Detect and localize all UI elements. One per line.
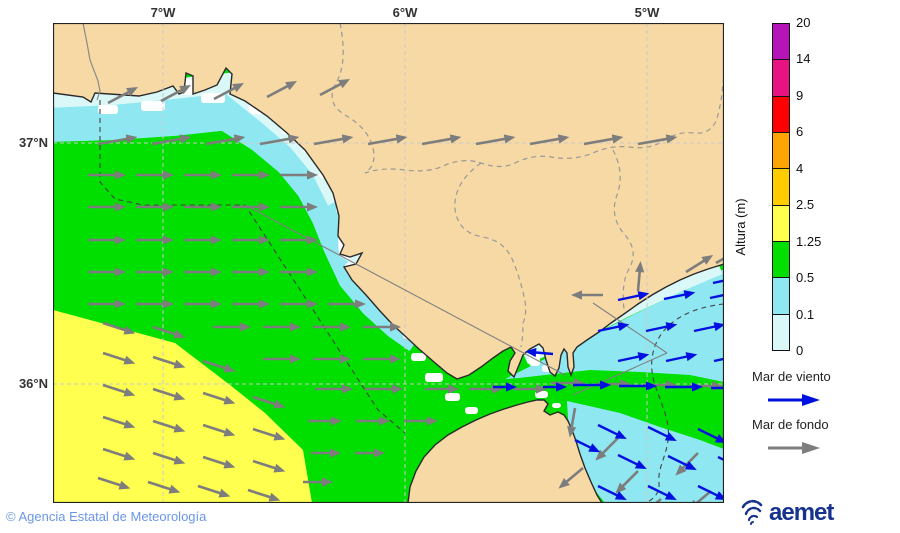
colorbar-segment	[773, 241, 789, 277]
colorbar-segment	[773, 59, 789, 95]
colorbar-title: Altura (m)	[733, 198, 748, 255]
calm-patch	[552, 403, 561, 408]
colorbar-tick: 0.5	[796, 270, 814, 285]
colorbar-tick: 0	[796, 343, 803, 358]
map-canvas[interactable]	[53, 23, 724, 503]
x-axis-label: 7°W	[151, 5, 176, 20]
legend-wind-sea-label: Mar de viento	[752, 369, 831, 384]
colorbar-tick: 9	[796, 88, 803, 103]
aemet-logo: aemet	[736, 498, 833, 528]
y-axis-label: 36°N	[4, 376, 48, 391]
swell-arrow-icon	[762, 440, 826, 456]
wave-height-map	[53, 23, 724, 503]
calm-patch	[411, 353, 426, 361]
colorbar-segment	[773, 168, 789, 204]
colorbar-tick: 6	[796, 124, 803, 139]
colorbar-segment	[773, 277, 789, 313]
colorbar-segment	[773, 96, 789, 132]
copyright-notice: © Agencia Estatal de Meteorología	[6, 509, 206, 524]
colorbar-segment	[773, 132, 789, 168]
calm-patch	[425, 373, 443, 382]
colorbar-tick: 4	[796, 161, 803, 176]
y-axis-label: 37°N	[4, 135, 48, 150]
colorbar-segment	[773, 24, 789, 59]
calm-patch	[465, 407, 478, 414]
aemet-wave-map-page: 7°W 6°W 5°W 37°N 36°N	[0, 0, 900, 533]
calm-patch	[141, 101, 165, 111]
colorbar-tick: 0.1	[796, 307, 814, 322]
colorbar-tick: 14	[796, 51, 810, 66]
calm-patch	[98, 105, 118, 114]
aemet-swirl-icon	[736, 498, 766, 528]
wind-sea-arrow-icon	[762, 392, 826, 408]
x-axis-label: 6°W	[393, 5, 418, 20]
colorbar-tick: 20	[796, 15, 810, 30]
colorbar-tick: 2.5	[796, 197, 814, 212]
calm-patch	[445, 393, 460, 401]
legend-swell-label: Mar de fondo	[752, 417, 829, 432]
x-axis-label: 5°W	[635, 5, 660, 20]
colorbar-tick: 1.25	[796, 234, 821, 249]
colorbar-segment	[773, 314, 789, 350]
colorbar-segment	[773, 205, 789, 241]
wave-height-colorbar	[772, 23, 790, 351]
aemet-wordmark: aemet	[769, 499, 833, 527]
